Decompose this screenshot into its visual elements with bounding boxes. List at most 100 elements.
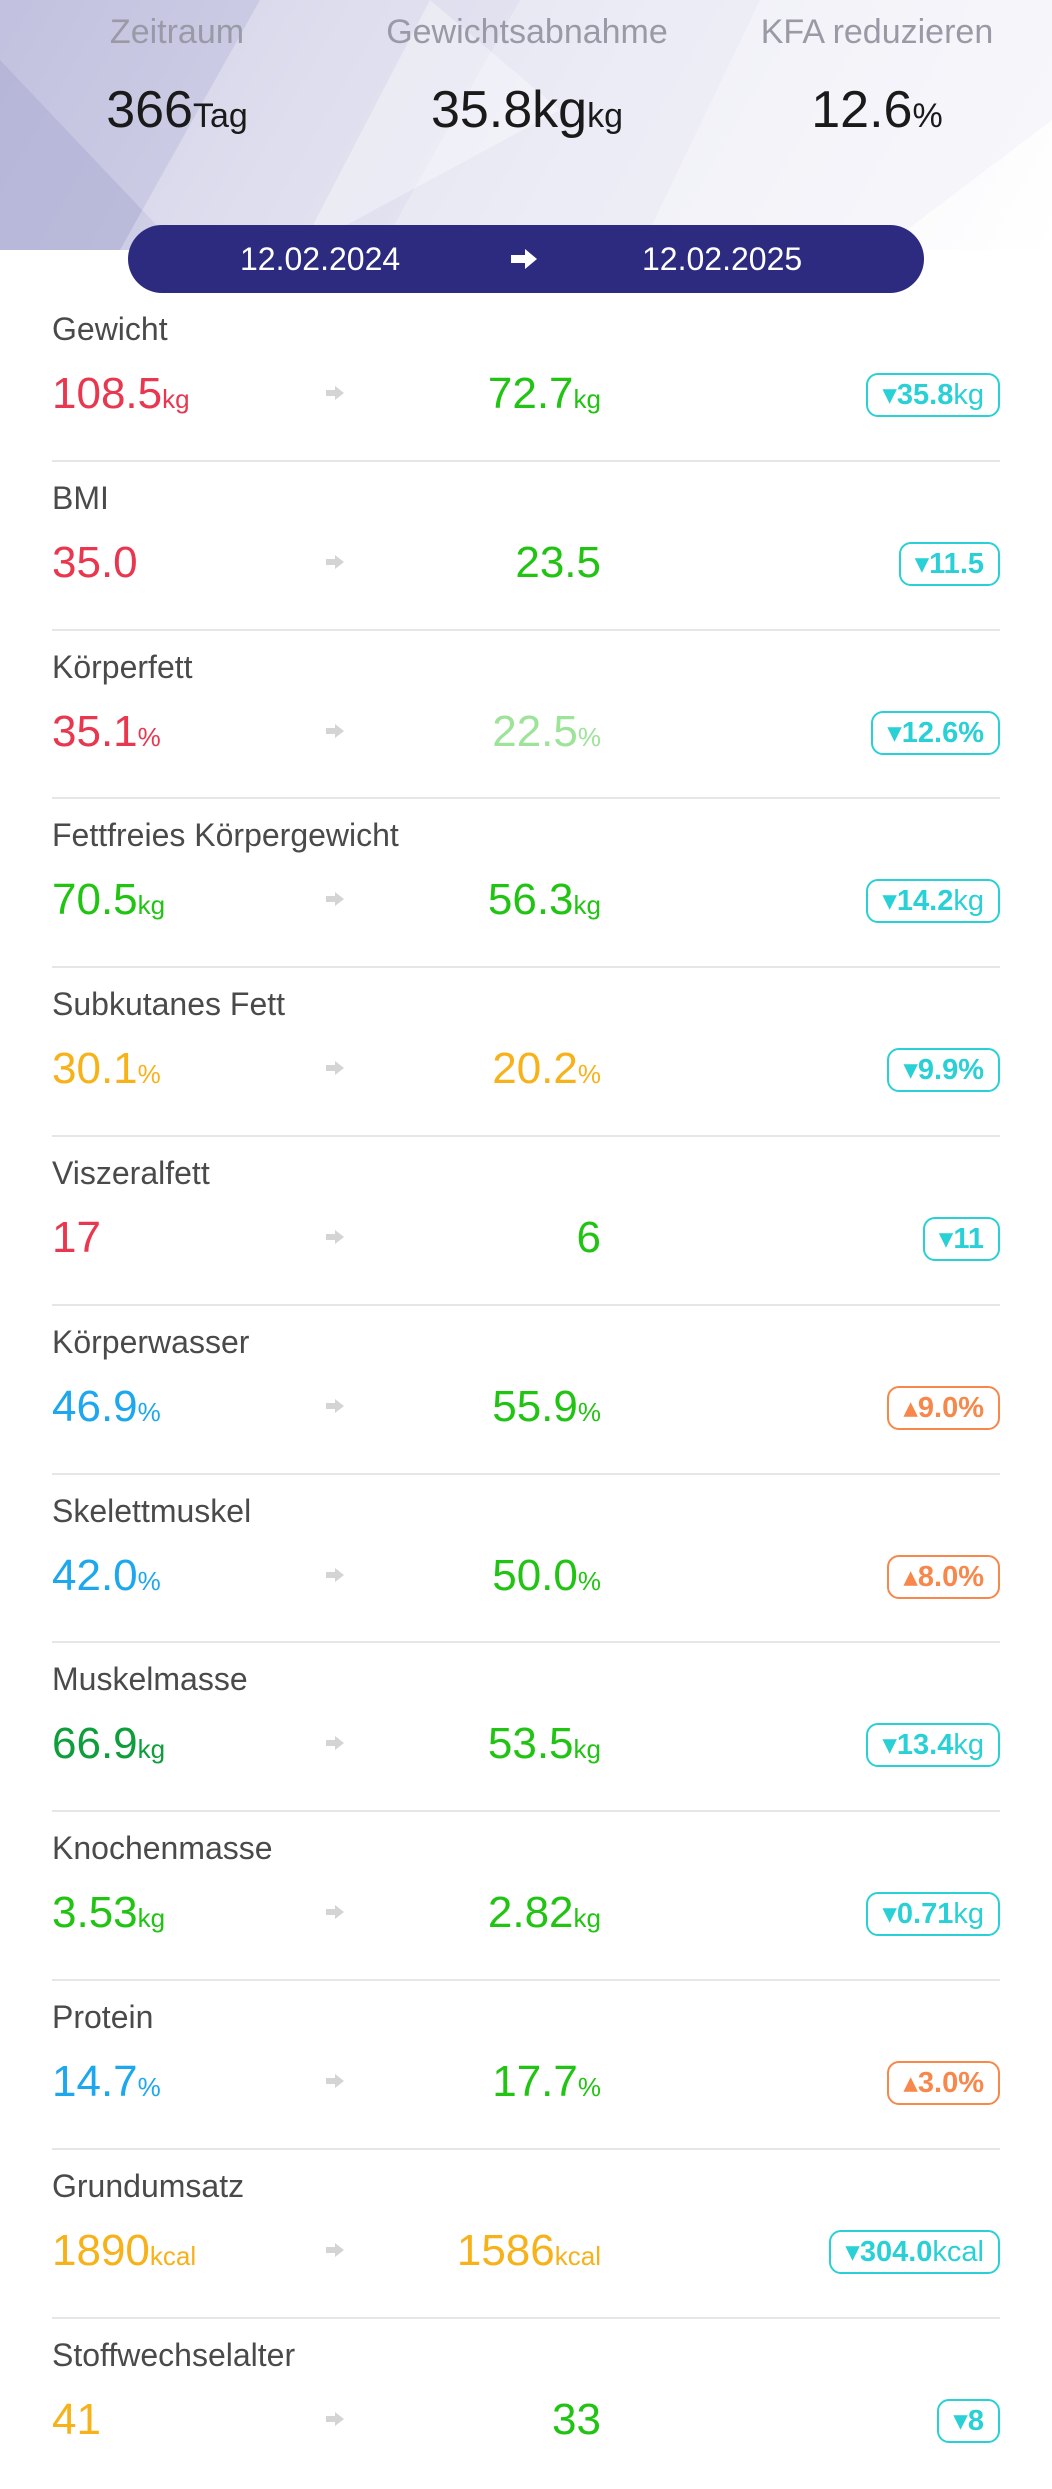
arrow-right-icon — [325, 1567, 345, 1588]
metric-start-number: 46.9 — [52, 1381, 138, 1431]
triangle-up-icon: ▴ — [903, 1391, 918, 1424]
arrow-right-icon — [325, 554, 345, 575]
metric-start-number: 42.0 — [52, 1550, 138, 1600]
summary-period: Zeitraum 366Tag — [12, 10, 342, 151]
metric-start-value: 30.1% — [52, 1041, 161, 1107]
triangle-down-icon: ▾ — [882, 1729, 897, 1762]
metric-end-value: 72.7kg — [488, 366, 601, 432]
metric-end-value: 33 — [552, 2392, 601, 2458]
metric-change-value: 8 — [967, 2404, 984, 2437]
summary-weight-loss: Gewichtsabnahme 35.8kgkg — [362, 10, 692, 151]
metric-change-badge: ▾9.9% — [887, 1048, 1000, 1093]
summary-fat-reduction: KFA reduzieren 12.6% — [712, 10, 1042, 151]
metric-start-value: 3.53kg — [52, 1885, 165, 1951]
metric-end-value: 56.3kg — [488, 872, 601, 938]
metric-end-unit: % — [577, 721, 601, 752]
weight-loss-label: Gewichtsabnahme — [386, 13, 668, 51]
triangle-down-icon: ▾ — [882, 885, 897, 918]
metric-start-unit: kg — [162, 384, 190, 414]
metric-end-value: 6 — [577, 1210, 601, 1276]
metric-end-unit: kg — [573, 1903, 601, 1934]
metrics-list: Gewicht 108.5kg 72.7kg ▾35.8kg BMI 35.0 … — [0, 293, 1052, 2487]
metric-row[interactable]: Körperwasser 46.9% 55.9% ▴9.0% — [0, 1306, 1052, 1475]
metric-row[interactable]: Fettfreies Körpergewicht 70.5kg 56.3kg ▾… — [0, 799, 1052, 969]
metric-change-badge: ▾304.0kcal — [829, 2229, 1000, 2274]
metric-end-unit: kg — [573, 890, 601, 921]
metric-end-number: 23.5 — [515, 537, 601, 587]
metric-change-value: 9.0% — [917, 1391, 984, 1424]
metric-start-unit: kg — [137, 890, 166, 921]
end-date: 12.02.2025 — [642, 241, 803, 277]
row-divider — [52, 1810, 1000, 1813]
metric-label: Skelettmuskel — [52, 1492, 252, 1529]
metric-row[interactable]: Stoffwechselalter 41 33 ▾8 — [0, 2319, 1052, 2488]
metric-end-unit: kcal — [554, 2240, 601, 2271]
metric-row[interactable]: Grundumsatz 1890kcal 1586kcal ▾304.0kcal — [0, 2150, 1052, 2319]
metric-end-value: 20.2% — [492, 1041, 601, 1107]
metric-end-value: 22.5% — [492, 704, 601, 770]
metric-change-unit: kg — [953, 1898, 984, 1931]
metric-end-unit: % — [577, 2071, 601, 2102]
metric-end-value: 17.7% — [492, 2054, 601, 2120]
metric-start-value: 35.0 — [52, 535, 138, 601]
metric-end-unit: % — [577, 1565, 601, 1596]
metric-end-number: 55.9 — [492, 1381, 578, 1431]
metric-row[interactable]: Körperfett 35.1% 22.5% ▾12.6% — [0, 631, 1052, 800]
metric-change-unit: kg — [953, 379, 984, 411]
metric-start-number: 66.9 — [52, 1719, 138, 1769]
arrow-right-icon — [325, 2411, 345, 2432]
metric-change-value: 304.0 — [859, 2235, 933, 2268]
triangle-down-icon: ▾ — [882, 379, 897, 411]
metric-row[interactable]: Skelettmuskel 42.0% 50.0% ▴8.0% — [0, 1475, 1052, 1644]
metric-start-unit: % — [137, 1565, 161, 1596]
arrow-right-icon — [325, 1229, 345, 1250]
period-label: Zeitraum — [109, 13, 245, 51]
metric-change-badge: ▾11.5 — [898, 541, 1000, 586]
metric-label: Muskelmasse — [52, 1661, 248, 1698]
metric-start-value: 17 — [52, 1210, 101, 1276]
metric-change-value: 13.4 — [896, 1729, 954, 1762]
arrow-right-icon — [325, 1904, 345, 1925]
header-background-pattern — [0, 0, 1052, 250]
metric-label: Grundumsatz — [52, 2167, 245, 2204]
metric-end-unit: kg — [573, 384, 601, 414]
metric-row[interactable]: Muskelmasse 66.9kg 53.5kg ▾13.4kg — [0, 1643, 1052, 1813]
arrow-right-icon — [325, 2073, 345, 2094]
metric-start-value: 14.7% — [52, 2054, 161, 2120]
date-range-bar[interactable]: 12.02.2024 12.02.2025 — [128, 225, 924, 293]
metric-change-badge: ▴9.0% — [887, 1385, 1000, 1430]
metric-change-badge: ▾13.4kg — [866, 1723, 1000, 1768]
metric-row[interactable]: Gewicht 108.5kg 72.7kg ▾35.8kg — [0, 293, 1052, 462]
metric-label: Körperwasser — [52, 1323, 250, 1360]
metric-start-number: 41 — [52, 2394, 101, 2444]
metric-start-number: 35.0 — [52, 537, 138, 587]
metric-end-number: 17.7 — [492, 2056, 578, 2106]
metric-label: Gewicht — [52, 311, 168, 347]
metric-start-value: 70.5kg — [52, 872, 165, 938]
metric-row[interactable]: Viszeralfett 17 6 ▾11 — [0, 1137, 1052, 1306]
summary-stats: Zeitraum 366Tag Gewichtsabnahme 35.8kgkg… — [0, 0, 1052, 250]
metric-change-badge: ▾0.71kg — [866, 1892, 1000, 1937]
metric-row[interactable]: Protein 14.7% 17.7% ▴3.0% — [0, 1981, 1052, 2150]
metric-change-value: 11 — [953, 1222, 984, 1255]
weight-loss-value: 35.8kg — [430, 81, 588, 139]
fat-reduction-unit: % — [912, 97, 943, 135]
metric-row[interactable]: Subkutanes Fett 30.1% 20.2% ▾9.9% — [0, 968, 1052, 1137]
metric-row[interactable]: BMI 35.0 23.5 ▾11.5 — [0, 462, 1052, 631]
metric-start-number: 17 — [52, 1212, 101, 1262]
arrow-right-icon — [325, 891, 345, 912]
metric-end-number: 20.2 — [492, 1044, 578, 1094]
row-divider — [52, 1978, 1000, 1981]
metric-start-unit: % — [137, 1059, 161, 1090]
metric-start-value: 66.9kg — [52, 1716, 165, 1782]
metric-label: Körperfett — [52, 648, 193, 685]
metric-end-unit: kg — [573, 1734, 601, 1765]
metric-end-value: 1586kcal — [457, 2223, 601, 2289]
metric-start-unit: % — [137, 2071, 161, 2102]
row-divider — [52, 1134, 1000, 1137]
weight-loss-unit: kg — [587, 97, 624, 135]
arrow-right-icon — [509, 247, 539, 276]
metric-change-value: 35.8 — [896, 379, 954, 411]
metric-end-unit: % — [577, 1396, 601, 1427]
metric-row[interactable]: Knochenmasse 3.53kg 2.82kg ▾0.71kg — [0, 1812, 1052, 1981]
